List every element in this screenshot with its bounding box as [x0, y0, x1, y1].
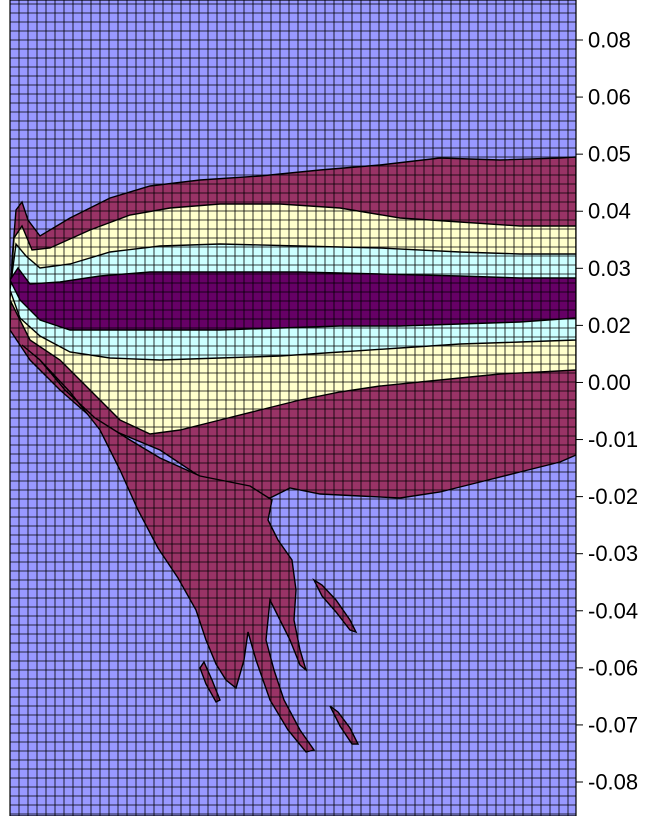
y-tick-label: 0.08	[588, 28, 631, 53]
plot-area	[10, 0, 576, 816]
contour-level-1-streak	[199, 660, 221, 703]
y-tick-label: -0.01	[588, 427, 638, 452]
y-tick-label: -0.07	[588, 712, 638, 737]
y-tick-label: 0.04	[588, 199, 631, 224]
y-tick-label: -0.04	[588, 598, 638, 623]
y-tick-label: 0.03	[588, 256, 631, 281]
y-tick-label: 0.05	[588, 142, 631, 167]
grid	[10, 0, 576, 816]
y-tick-label: -0.02	[588, 484, 638, 509]
y-tick-label: -0.08	[588, 770, 638, 795]
y-tick-label: 0.02	[588, 313, 631, 338]
contour-level-1-streak	[329, 705, 360, 745]
y-tick-label: -0.06	[588, 655, 638, 680]
y-tick-label: -0.03	[588, 541, 638, 566]
y-tick-label: 0.00	[588, 370, 631, 395]
contour-level-4	[10, 266, 576, 331]
contour-level-1-streak	[312, 578, 358, 634]
y-tick-label: 0.06	[588, 85, 631, 110]
y-axis: 0.08 0.06 0.05 0.04 0.03 0.02 0.00 -0.01 -0.02 -0…	[576, 28, 638, 795]
